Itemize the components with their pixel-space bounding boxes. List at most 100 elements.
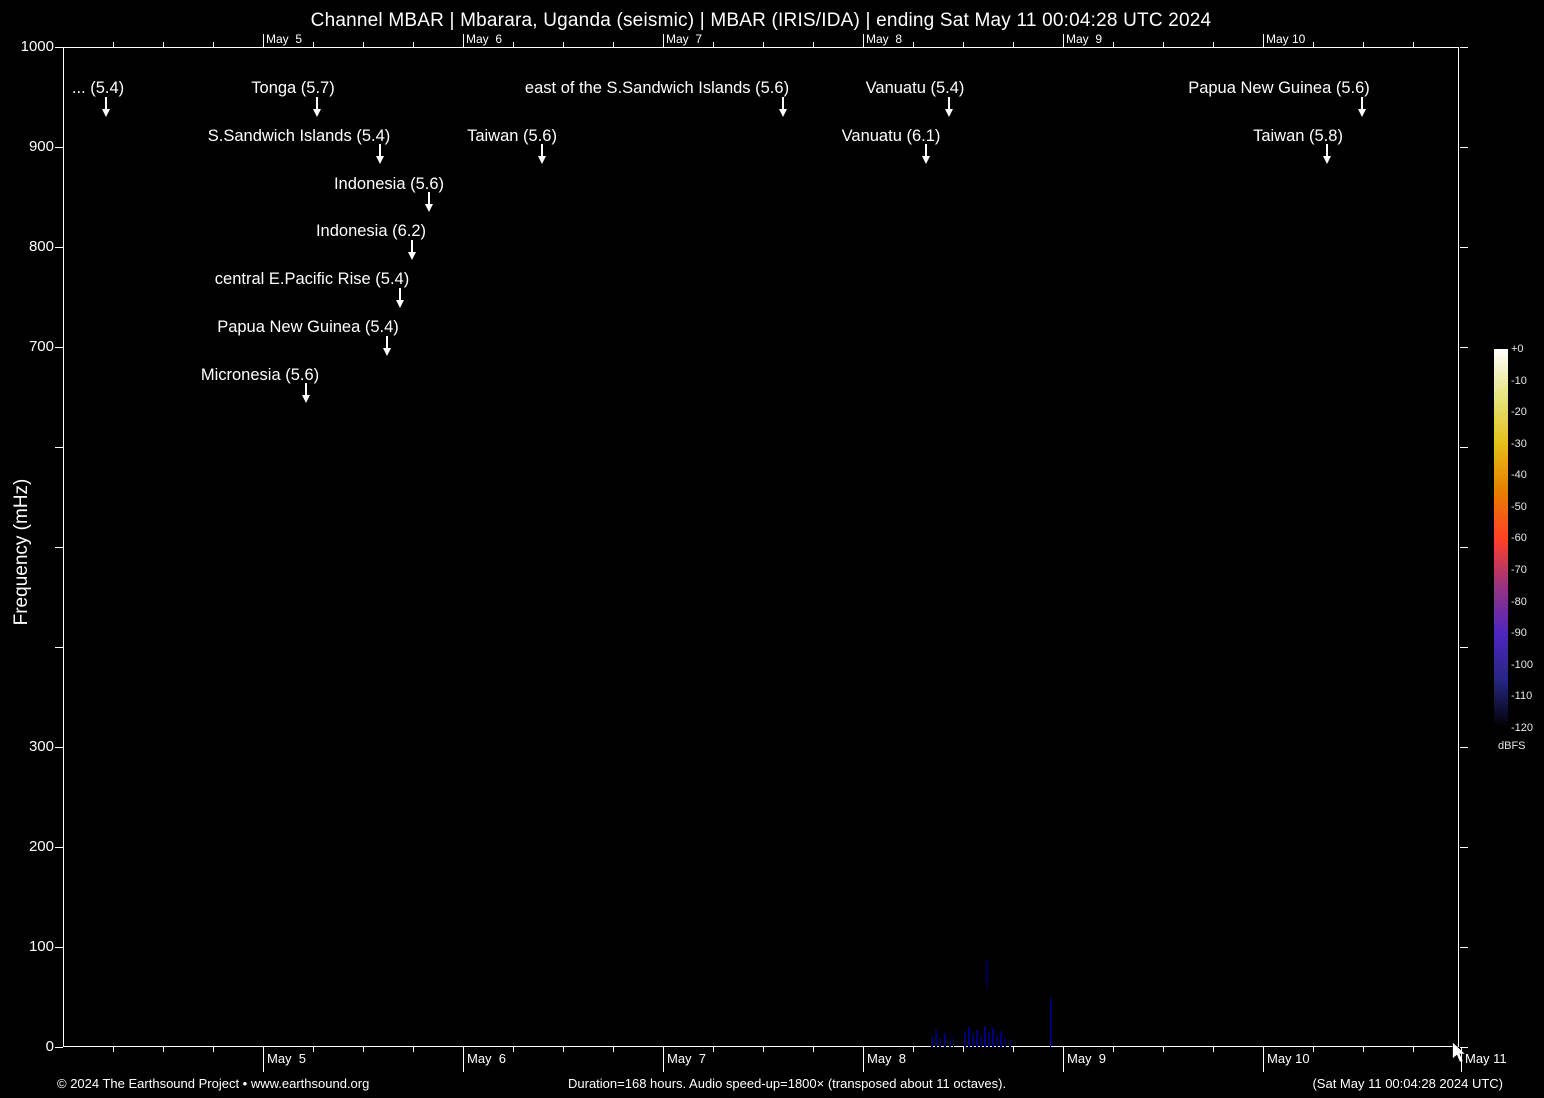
event-arrow-head <box>922 156 930 165</box>
x-tick-label-bottom: May 8 <box>867 1051 907 1066</box>
y-axis-tick-right <box>1460 247 1468 248</box>
y-axis-tick-right <box>1460 947 1468 948</box>
y-axis-tick-right <box>1460 147 1468 148</box>
y-axis-tick-right <box>1460 447 1468 448</box>
event-label: Micronesia (5.6) <box>200 365 320 384</box>
x-minor-tick-top <box>713 42 714 47</box>
x-major-tick-bottom <box>263 1047 264 1072</box>
colorbar-tick-label: -100 <box>1511 659 1534 671</box>
event-arrow-line <box>386 335 388 349</box>
x-minor-tick-top <box>1363 42 1364 47</box>
x-minor-tick-top <box>813 42 814 47</box>
event-arrow-head <box>408 251 416 260</box>
x-minor-tick-top <box>513 42 514 47</box>
event-arrow-line <box>411 239 413 253</box>
x-tick-label-bottom: May 10 <box>1267 1051 1310 1066</box>
x-major-tick-top <box>1263 34 1264 47</box>
spectrogram-signal-mark <box>944 1033 946 1047</box>
colorbar-tick-label: -120 <box>1511 722 1534 734</box>
event-label: S.Sandwich Islands (5.4) <box>207 126 391 145</box>
y-tick-label: 900 <box>28 138 54 155</box>
y-axis-tick <box>55 847 63 848</box>
event-arrow-head <box>945 108 953 117</box>
spectrogram-signal-mark <box>964 1031 966 1047</box>
x-major-tick-bottom <box>463 1047 464 1072</box>
spectrogram-signal-mark <box>1009 1040 1011 1047</box>
colorbar-tick-label: -40 <box>1511 469 1527 481</box>
colorbar-gradient <box>1494 349 1508 728</box>
x-minor-tick-bottom <box>1163 1047 1164 1052</box>
x-minor-tick-top <box>963 42 964 47</box>
colorbar-tick-label: -60 <box>1511 532 1527 544</box>
spectrogram-signal-mark <box>996 1035 998 1047</box>
spectrogram-signal-mark <box>1000 1031 1002 1047</box>
y-axis-tick-right <box>1460 847 1468 848</box>
event-arrow-head <box>376 156 384 165</box>
page-title: Channel MBAR | Mbarara, Uganda (seismic)… <box>310 10 1212 31</box>
event-arrow-head <box>396 299 404 308</box>
x-minor-tick-top <box>113 42 114 47</box>
y-tick-label: 300 <box>28 738 54 755</box>
x-major-tick-bottom <box>1263 1047 1264 1072</box>
x-minor-tick-top <box>1213 42 1214 47</box>
x-minor-tick-top <box>313 42 314 47</box>
event-label: Taiwan (5.8) <box>1253 126 1343 145</box>
event-arrow-line <box>1326 144 1328 158</box>
event-arrow-line <box>316 96 318 110</box>
y-axis-tick-right <box>1460 647 1468 648</box>
y-axis-tick <box>55 647 63 648</box>
x-minor-tick-top <box>563 42 564 47</box>
x-tick-label-top: May 9 <box>1066 32 1103 46</box>
event-label: Taiwan (5.6) <box>467 126 557 145</box>
colorbar-tick-label: -10 <box>1511 375 1527 387</box>
y-axis-tick-right <box>1460 747 1468 748</box>
event-label: ... (5.4) <box>71 79 125 97</box>
x-tick-label-top: May 5 <box>266 32 303 46</box>
event-arrow-line <box>948 96 950 110</box>
footer-copyright: © 2024 The Earthsound Project • www.eart… <box>57 1076 370 1091</box>
event-arrow-head <box>779 108 787 117</box>
y-axis-tick-right <box>1460 1047 1468 1048</box>
y-axis-tick-right <box>1460 547 1468 548</box>
spectrogram-signal-mark <box>953 1036 954 1047</box>
x-minor-tick-top <box>1313 42 1314 47</box>
x-minor-tick-bottom <box>363 1047 364 1052</box>
event-label: Papua New Guinea (5.4) <box>217 318 399 336</box>
x-major-tick-top <box>263 34 264 47</box>
event-label: Vanuatu (6.1) <box>841 126 941 145</box>
x-minor-tick-bottom <box>213 1047 214 1052</box>
x-minor-tick-top <box>163 42 164 47</box>
x-tick-label-top: May 8 <box>866 32 903 46</box>
event-arrow-line <box>379 144 381 158</box>
spectrogram-signal-mark <box>1050 997 1051 1047</box>
event-arrow-line <box>428 192 430 206</box>
x-minor-tick-bottom <box>1213 1047 1214 1052</box>
x-minor-tick-bottom <box>763 1047 764 1052</box>
colorbar-tick-label: -110 <box>1511 690 1533 702</box>
x-minor-tick-bottom <box>513 1047 514 1052</box>
x-minor-tick-top <box>413 42 414 47</box>
spectrogram-signal-mark <box>976 1030 978 1047</box>
x-tick-label-bottom: May 9 <box>1067 1051 1107 1066</box>
y-tick-label: 700 <box>28 338 54 355</box>
y-axis-tick <box>55 547 63 548</box>
x-tick-label-bottom: May 7 <box>667 1051 707 1066</box>
event-arrow-head <box>538 156 546 165</box>
x-minor-tick-top <box>363 42 364 47</box>
x-minor-tick-top <box>913 42 914 47</box>
spectrogram-signal-mark <box>939 1038 941 1047</box>
event-arrow-line <box>925 144 927 158</box>
y-axis-title: Frequency (mHz) <box>11 478 32 626</box>
spectrogram-signal-mark <box>972 1034 974 1047</box>
x-minor-tick-top <box>1413 42 1414 47</box>
x-major-tick-top <box>863 34 864 47</box>
y-axis-tick <box>55 747 63 748</box>
x-minor-tick-bottom <box>613 1047 614 1052</box>
x-minor-tick-top <box>1113 42 1114 47</box>
event-arrow-line <box>782 96 784 110</box>
x-minor-tick-bottom <box>113 1047 114 1052</box>
x-minor-tick-bottom <box>913 1047 914 1052</box>
event-label: Papua New Guinea (5.6) <box>1188 79 1370 97</box>
y-axis-tick <box>55 447 63 448</box>
x-tick-label-top: May 7 <box>666 32 703 46</box>
